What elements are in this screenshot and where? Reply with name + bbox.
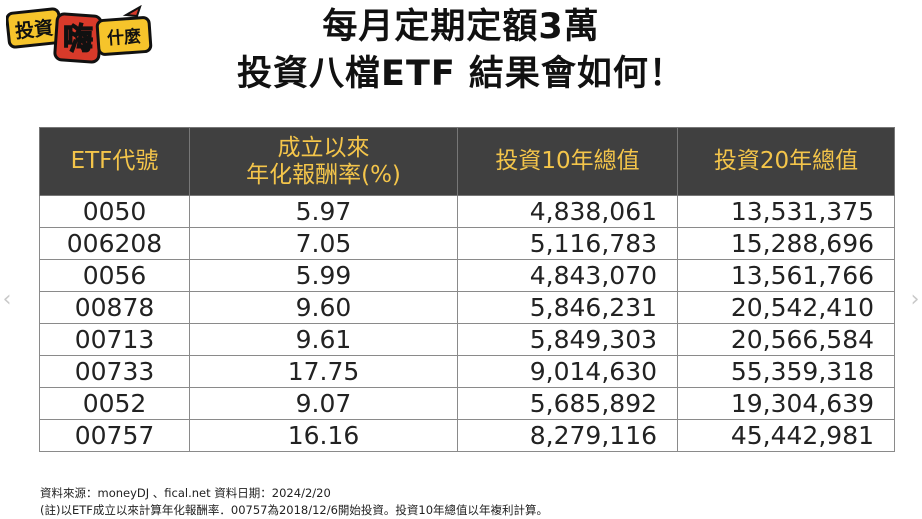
table-row: 00878 9.60 5,846,231 20,542,410 xyxy=(39,291,895,324)
cell-value-20y: 55,359,318 xyxy=(677,355,895,388)
cell-annual-return: 9.61 xyxy=(189,323,458,356)
header-value-20y: 投資20年總值 xyxy=(677,127,895,196)
cell-value-10y: 5,116,783 xyxy=(457,227,678,260)
table-row: 0052 9.07 5,685,892 19,304,639 xyxy=(39,387,895,420)
cell-value-20y: 20,542,410 xyxy=(677,291,895,324)
next-arrow-icon[interactable]: › xyxy=(910,287,920,312)
header-value-10y: 投資10年總值 xyxy=(457,127,678,196)
cell-value-20y: 13,531,375 xyxy=(677,195,895,228)
etf-results-table: ETF代號 成立以來 年化報酬率(%) 投資10年總值 投資20年總值 0050… xyxy=(39,127,895,452)
cell-value-20y: 15,288,696 xyxy=(677,227,895,260)
cell-annual-return: 7.05 xyxy=(189,227,458,260)
cell-etf-code: 00733 xyxy=(39,355,190,388)
data-source-note: 資料來源：moneyDJ 、fical.net 資料日期：2024/2/20 xyxy=(40,486,331,500)
logo-badge xyxy=(6,5,153,64)
logo-text-1: 投資 xyxy=(14,16,54,43)
cell-annual-return: 9.60 xyxy=(189,291,458,324)
cell-annual-return: 17.75 xyxy=(189,355,458,388)
cell-etf-code: 0056 xyxy=(39,259,190,292)
table-row: 006208 7.05 5,116,783 15,288,696 xyxy=(39,227,895,260)
logo-text-3: 什麼 xyxy=(106,26,141,49)
cell-annual-return: 5.97 xyxy=(189,195,458,228)
brand-logo: 投資 嗨 什麼 xyxy=(6,5,153,64)
cell-value-10y: 5,849,303 xyxy=(457,323,678,356)
table-row: 0056 5.99 4,843,070 13,561,766 xyxy=(39,259,895,292)
table-row: 00757 16.16 8,279,116 45,442,981 xyxy=(39,419,895,452)
cell-value-20y: 20,566,584 xyxy=(677,323,895,356)
logo-text-2: 嗨 xyxy=(63,22,93,57)
cell-value-10y: 5,846,231 xyxy=(457,291,678,324)
table-row: 0050 5.97 4,838,061 13,531,375 xyxy=(39,195,895,228)
cell-etf-code: 00757 xyxy=(39,419,190,452)
table-row: 00733 17.75 9,014,630 55,359,318 xyxy=(39,355,895,388)
title-line-1: 每月定期定額3萬 xyxy=(322,7,600,47)
cell-annual-return: 9.07 xyxy=(189,387,458,420)
header-annual-return: 成立以來 年化報酬率(%) xyxy=(189,127,458,196)
cell-etf-code: 006208 xyxy=(39,227,190,260)
header-etf-code: ETF代號 xyxy=(39,127,190,196)
cell-annual-return: 16.16 xyxy=(189,419,458,452)
calculation-note: (註)以ETF成立以來計算年化報酬率．00757為2018/12/6開始投資。投… xyxy=(40,503,549,517)
cell-value-20y: 13,561,766 xyxy=(677,259,895,292)
table-row: 00713 9.61 5,849,303 20,566,584 xyxy=(39,323,895,356)
cell-etf-code: 00713 xyxy=(39,323,190,356)
cell-etf-code: 0050 xyxy=(39,195,190,228)
cell-value-10y: 8,279,116 xyxy=(457,419,678,452)
cell-etf-code: 00878 xyxy=(39,291,190,324)
cell-value-20y: 45,442,981 xyxy=(677,419,895,452)
page-title: 每月定期定額3萬 投資八檔ETF 結果會如何！ xyxy=(150,4,772,98)
cell-etf-code: 0052 xyxy=(39,387,190,420)
title-line-2: 投資八檔ETF 結果會如何！ xyxy=(237,54,685,94)
previous-arrow-icon[interactable]: ‹ xyxy=(2,287,12,312)
cell-annual-return: 5.99 xyxy=(189,259,458,292)
cell-value-10y: 5,685,892 xyxy=(457,387,678,420)
table-header-row: ETF代號 成立以來 年化報酬率(%) 投資10年總值 投資20年總值 xyxy=(39,127,895,196)
cell-value-10y: 4,838,061 xyxy=(457,195,678,228)
cell-value-10y: 4,843,070 xyxy=(457,259,678,292)
cell-value-10y: 9,014,630 xyxy=(457,355,678,388)
cell-value-20y: 19,304,639 xyxy=(677,387,895,420)
